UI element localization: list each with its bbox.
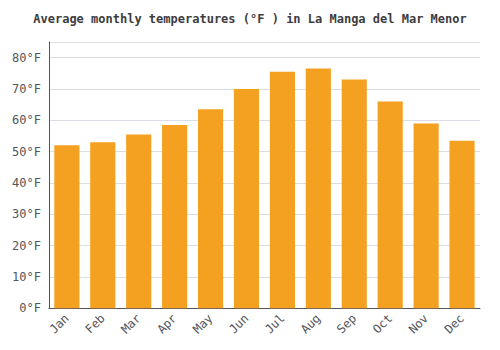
svg-text:30°F: 30°F — [12, 207, 41, 221]
svg-text:Nov: Nov — [406, 311, 431, 336]
svg-text:May: May — [190, 311, 215, 336]
svg-text:40°F: 40°F — [12, 176, 41, 190]
svg-text:10°F: 10°F — [12, 270, 41, 284]
svg-text:Oct: Oct — [370, 311, 395, 336]
svg-text:80°F: 80°F — [12, 51, 41, 65]
svg-text:Jul: Jul — [262, 311, 287, 336]
svg-text:Aug: Aug — [298, 311, 323, 336]
svg-text:Feb: Feb — [83, 311, 108, 336]
svg-text:50°F: 50°F — [12, 145, 41, 159]
svg-text:Average monthly temperatures (: Average monthly temperatures (°F ) in La… — [33, 12, 466, 26]
svg-text:Apr: Apr — [154, 311, 179, 336]
svg-text:60°F: 60°F — [12, 113, 41, 127]
svg-text:Dec: Dec — [442, 311, 467, 336]
svg-text:70°F: 70°F — [12, 82, 41, 96]
svg-text:Jan: Jan — [47, 311, 72, 336]
svg-text:Sep: Sep — [334, 311, 359, 336]
svg-text:Jun: Jun — [226, 311, 251, 336]
svg-text:0°F: 0°F — [19, 301, 41, 315]
svg-text:Mar: Mar — [118, 311, 143, 336]
svg-text:20°F: 20°F — [12, 239, 41, 253]
